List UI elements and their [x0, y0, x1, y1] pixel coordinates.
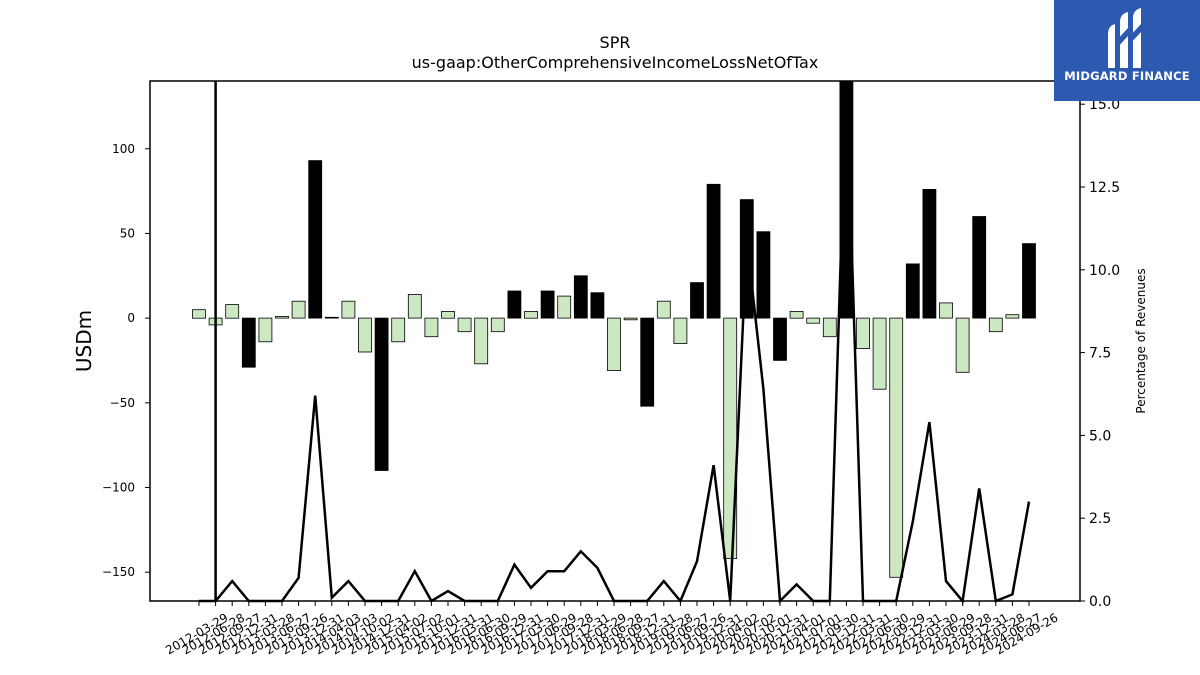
chart-title: SPR — [600, 33, 631, 52]
bar — [507, 290, 522, 319]
bar — [673, 317, 688, 344]
bar — [756, 231, 771, 319]
bar — [640, 317, 655, 407]
bar — [623, 317, 638, 321]
bar — [557, 295, 572, 319]
y2-tick-label: 7.5 — [1089, 346, 1111, 362]
brand-mark-icon — [1108, 8, 1141, 68]
bar — [773, 317, 787, 361]
y-tick-label: 50 — [120, 226, 135, 240]
y2-tick-label: 12.5 — [1089, 180, 1120, 196]
bar — [656, 300, 671, 319]
y-tick-label: −50 — [110, 396, 135, 410]
bar — [407, 293, 422, 319]
bar — [789, 310, 804, 319]
y2-tick-label: 0.0 — [1089, 594, 1111, 610]
y2-tick-label: 2.5 — [1089, 511, 1111, 527]
bar — [241, 317, 256, 368]
bar — [806, 317, 821, 324]
bar — [939, 302, 953, 319]
bar — [291, 300, 306, 319]
y2-tick-label: 5.0 — [1089, 428, 1111, 444]
bar — [690, 282, 704, 319]
bar — [822, 317, 837, 338]
bar — [889, 317, 904, 578]
y2-axis-label: Percentage of Revenues — [1134, 268, 1148, 413]
bar — [374, 317, 389, 471]
brand-logo: MIDGARD FINANCE — [1054, 0, 1200, 101]
bar — [341, 300, 356, 319]
plot-frame — [149, 80, 1081, 602]
bar — [922, 188, 937, 319]
y-tick-label: 100 — [112, 142, 135, 156]
bar — [258, 317, 273, 343]
bar — [706, 183, 721, 319]
bar — [474, 317, 489, 365]
bar — [872, 317, 887, 390]
bar — [457, 317, 472, 333]
bar — [972, 216, 987, 319]
bar — [490, 317, 505, 333]
bar — [424, 317, 439, 338]
bar — [524, 310, 538, 319]
bar — [324, 316, 339, 319]
bar — [391, 317, 406, 343]
bar — [275, 315, 289, 319]
bar — [540, 290, 555, 319]
bar — [856, 317, 870, 350]
bar — [955, 317, 970, 373]
chart-subtitle: us-gaap:OtherComprehensiveIncomeLossNetO… — [412, 53, 819, 72]
bar — [988, 317, 1003, 333]
bar — [308, 160, 323, 319]
y-tick-label: −150 — [102, 565, 135, 579]
bar — [358, 317, 372, 353]
y2-tick-label: 10.0 — [1089, 263, 1120, 279]
y-tick-label: 0 — [127, 311, 135, 325]
bar — [607, 317, 621, 372]
bar — [1022, 243, 1036, 319]
plot-area: −150 −100 −50 0 50 100 0.0 2.5 5.0 7.5 10.0 12.5 15.… — [102, 80, 1120, 657]
bar — [1005, 314, 1020, 319]
y-axis-label: USDm — [72, 310, 96, 372]
bar — [590, 292, 605, 319]
bar — [905, 263, 920, 319]
brand-name: MIDGARD FINANCE — [1064, 69, 1190, 83]
bar — [573, 275, 588, 319]
y-tick-label: −100 — [102, 481, 135, 495]
bar — [441, 310, 455, 319]
y2-tick-label: 15.0 — [1089, 97, 1120, 113]
bar — [192, 309, 206, 319]
bar — [225, 304, 240, 319]
